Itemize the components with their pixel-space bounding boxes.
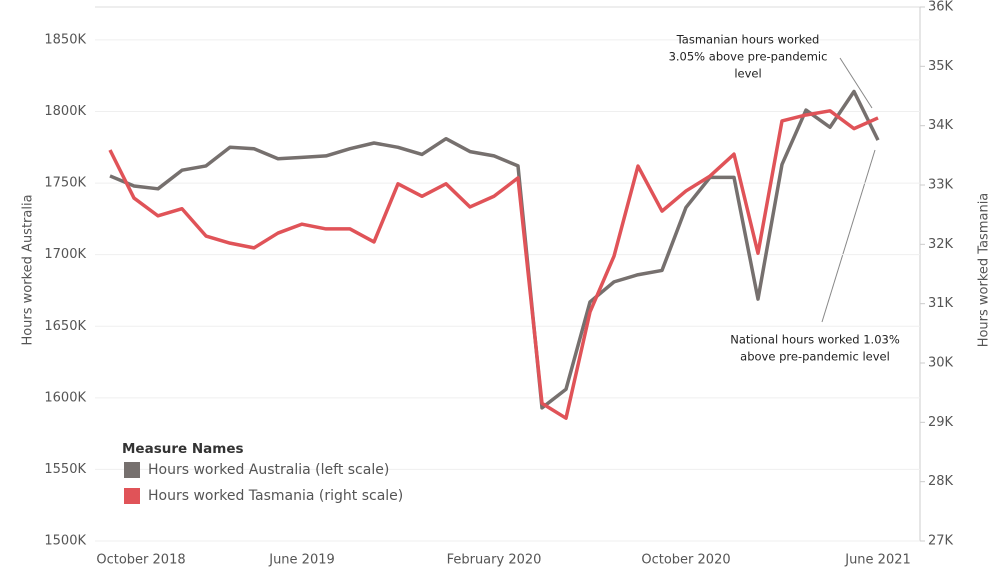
y-tick-label: 1750K <box>44 176 86 191</box>
annotation-text: Tasmanian hours worked <box>676 33 820 47</box>
y2-tick-label: 28K <box>928 474 954 489</box>
legend-title: Measure Names <box>122 441 244 457</box>
annotation-text: 3.05% above pre-pandemic <box>669 50 828 64</box>
y2-tick-label: 32K <box>928 237 954 252</box>
y2-axis-title: Hours worked Tasmania <box>977 193 990 348</box>
x-tick-label: June 2019 <box>268 553 335 568</box>
y2-tick-label: 27K <box>928 534 954 549</box>
annotation-text: level <box>734 67 761 81</box>
y-tick-label: 1500K <box>44 534 86 549</box>
series-line <box>108 109 879 420</box>
legend-label: Hours worked Australia (left scale) <box>148 462 389 478</box>
annotation-text: above pre-pandemic level <box>740 350 890 364</box>
y-tick-label: 1850K <box>44 32 86 47</box>
y2-tick-label: 31K <box>928 296 954 311</box>
y2-tick-label: 33K <box>928 178 954 193</box>
y2-tick-label: 34K <box>928 118 954 133</box>
x-tick-label: June 2021 <box>844 553 911 568</box>
y2-tick-label: 29K <box>928 415 954 430</box>
x-tick-label: October 2018 <box>96 553 185 568</box>
x-tick-label: October 2020 <box>641 553 730 568</box>
legend-swatch <box>124 488 140 504</box>
legend-label: Hours worked Tasmania (right scale) <box>148 488 403 504</box>
y-tick-label: 1650K <box>44 319 86 334</box>
y2-tick-label: 30K <box>928 356 954 371</box>
annotation-connector <box>839 57 873 109</box>
y2-tick-label: 36K <box>928 0 954 15</box>
y-tick-label: 1600K <box>44 390 86 405</box>
series-line <box>109 89 880 410</box>
y-axis-title: Hours worked Australia <box>21 194 36 345</box>
y-tick-label: 1550K <box>44 462 86 477</box>
y2-tick-label: 35K <box>928 59 954 74</box>
annotation-text: National hours worked 1.03% <box>730 333 900 347</box>
y-tick-label: 1700K <box>44 247 86 262</box>
x-tick-label: February 2020 <box>447 553 542 568</box>
annotation-connector <box>821 149 876 323</box>
legend-swatch <box>124 462 140 478</box>
y-tick-label: 1800K <box>44 104 86 119</box>
